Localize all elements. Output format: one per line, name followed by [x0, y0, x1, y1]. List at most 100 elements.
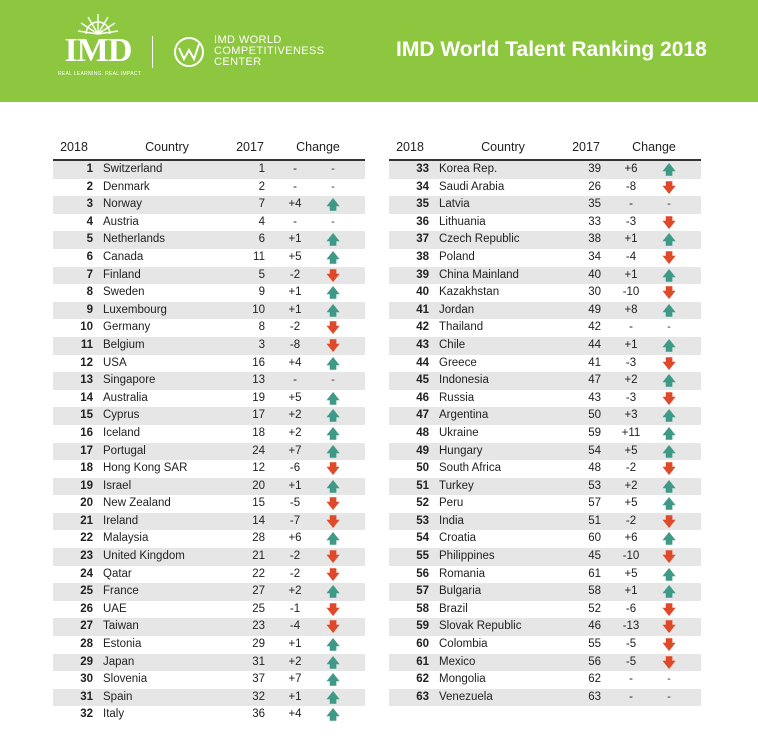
change-cell: - [293, 215, 297, 228]
country-cell: Australia [103, 391, 148, 404]
rank-cell: 54 [416, 532, 429, 545]
prev-rank-cell: 27 [252, 585, 265, 598]
ranking-table-right: 2018 Country 2017 Change 33 Korea Rep. 39 +… [389, 137, 701, 707]
country-cell: Peru [439, 497, 464, 510]
rank-cell: 4 [86, 215, 93, 228]
rank-cell: 51 [416, 479, 429, 492]
table-row: 18 Hong Kong SAR 12 -6 🡇 [53, 460, 365, 478]
header-banner: IMD REAL LEARNING. REAL IMPACT IMD WORLD… [0, 0, 758, 102]
table-row: 2 Denmark 2 - - [53, 178, 365, 197]
arrow-down-icon: 🡇 [326, 267, 340, 283]
country-cell: Canada [103, 250, 144, 263]
rank-cell: 8 [86, 286, 93, 299]
arrow-up-icon: 🡅 [326, 285, 340, 301]
rank-cell: 39 [416, 268, 429, 281]
arrow-up-icon: 🡅 [326, 355, 340, 371]
country-cell: Belgium [103, 338, 145, 351]
change-cell: - [629, 198, 633, 211]
sunburst-icon [77, 14, 119, 35]
change-cell: -13 [622, 620, 640, 633]
rank-cell: 45 [416, 374, 429, 387]
country-cell: Jordan [439, 303, 475, 316]
table-row: 22 Malaysia 28 +6 🡅 [53, 530, 365, 549]
change-cell: +1 [624, 233, 638, 246]
change-cell: -6 [625, 602, 637, 615]
arrow-up-icon: 🡅 [326, 672, 340, 688]
arrow-up-icon: 🡅 [662, 584, 676, 600]
rank-cell: 6 [86, 250, 93, 263]
prev-rank-cell: 30 [588, 286, 601, 299]
country-cell: India [439, 514, 464, 527]
arrow-down-icon: 🡇 [326, 496, 340, 512]
change-cell: -2 [289, 321, 301, 334]
wcc-line: CENTER [214, 56, 262, 68]
prev-rank-cell: 43 [588, 391, 601, 404]
prev-rank-cell: 50 [588, 409, 601, 422]
change-cell: -5 [625, 638, 637, 651]
change-cell: - [629, 690, 633, 703]
header-rank: 2018 [396, 140, 424, 154]
table-row: 45 Indonesia 47 +2 🡅 [389, 372, 701, 390]
table-row: 54 Croatia 60 +6 🡅 [389, 530, 701, 549]
prev-rank-cell: 32 [252, 690, 265, 703]
arrow-down-icon: 🡇 [326, 320, 340, 336]
arrow-up-icon: 🡅 [326, 232, 340, 248]
rank-cell: 32 [80, 708, 93, 721]
prev-rank-cell: 56 [588, 655, 601, 668]
table-row: 39 China Mainland 40 +1 🡅 [389, 266, 701, 285]
change-cell: -2 [289, 550, 301, 563]
country-cell: Ukraine [439, 426, 479, 439]
no-change-dash: - [667, 321, 671, 334]
change-cell: +8 [624, 303, 638, 316]
change-cell: +6 [288, 532, 302, 545]
change-cell: +7 [288, 444, 302, 457]
no-change-dash: - [331, 374, 335, 387]
country-cell: Turkey [439, 479, 474, 492]
change-cell: -4 [289, 620, 301, 633]
prev-rank-cell: 10 [252, 303, 265, 316]
country-cell: Hungary [439, 444, 483, 457]
table-row: 63 Venezuela 63 - - [389, 688, 701, 707]
prev-rank-cell: 60 [588, 532, 601, 545]
change-cell: -5 [289, 497, 301, 510]
arrow-up-icon: 🡅 [662, 425, 676, 441]
country-cell: Russia [439, 391, 475, 404]
arrow-up-icon: 🡅 [662, 302, 676, 318]
rank-cell: 28 [80, 638, 93, 651]
arrow-up-icon: 🡅 [662, 478, 676, 494]
table-row: 46 Russia 43 -3 🡇 [389, 389, 701, 408]
country-cell: Japan [103, 655, 135, 668]
change-cell: - [293, 180, 297, 193]
change-cell: +2 [624, 479, 638, 492]
rank-cell: 48 [416, 426, 429, 439]
arrow-up-icon: 🡅 [662, 443, 676, 459]
arrow-down-icon: 🡇 [662, 619, 676, 635]
change-cell: +5 [624, 444, 638, 457]
prev-rank-cell: 7 [258, 198, 265, 211]
prev-rank-cell: 11 [253, 250, 265, 263]
table-row: 58 Brazil 52 -6 🡇 [389, 600, 701, 619]
table-row: 32 Italy 36 +4 🡅 [53, 706, 365, 724]
prev-rank-cell: 45 [588, 550, 601, 563]
country-cell: Estonia [103, 638, 142, 651]
table-row: 29 Japan 31 +2 🡅 [53, 653, 365, 672]
no-change-dash: - [331, 180, 335, 193]
change-cell: -6 [289, 462, 301, 475]
change-cell: -8 [289, 338, 301, 351]
rank-cell: 42 [416, 321, 429, 334]
country-cell: South Africa [439, 462, 502, 475]
table-row: 28 Estonia 29 +1 🡅 [53, 636, 365, 654]
table-row: 19 Israel 20 +1 🡅 [53, 477, 365, 496]
prev-rank-cell: 24 [252, 444, 265, 457]
arrow-up-icon: 🡅 [662, 373, 676, 389]
table-body: 33 Korea Rep. 39 +6 🡅 34 Saudi Arabia 26 -8 🡇 35 La… [389, 161, 701, 707]
table-row: 4 Austria 4 - - [53, 213, 365, 232]
rank-cell: 58 [416, 602, 429, 615]
prev-rank-cell: 22 [252, 567, 265, 580]
prev-rank-cell: 51 [588, 514, 601, 527]
rank-cell: 9 [86, 303, 93, 316]
rank-cell: 61 [416, 655, 429, 668]
rank-cell: 43 [416, 338, 429, 351]
change-cell: -3 [625, 356, 637, 369]
country-cell: New Zealand [103, 497, 171, 510]
